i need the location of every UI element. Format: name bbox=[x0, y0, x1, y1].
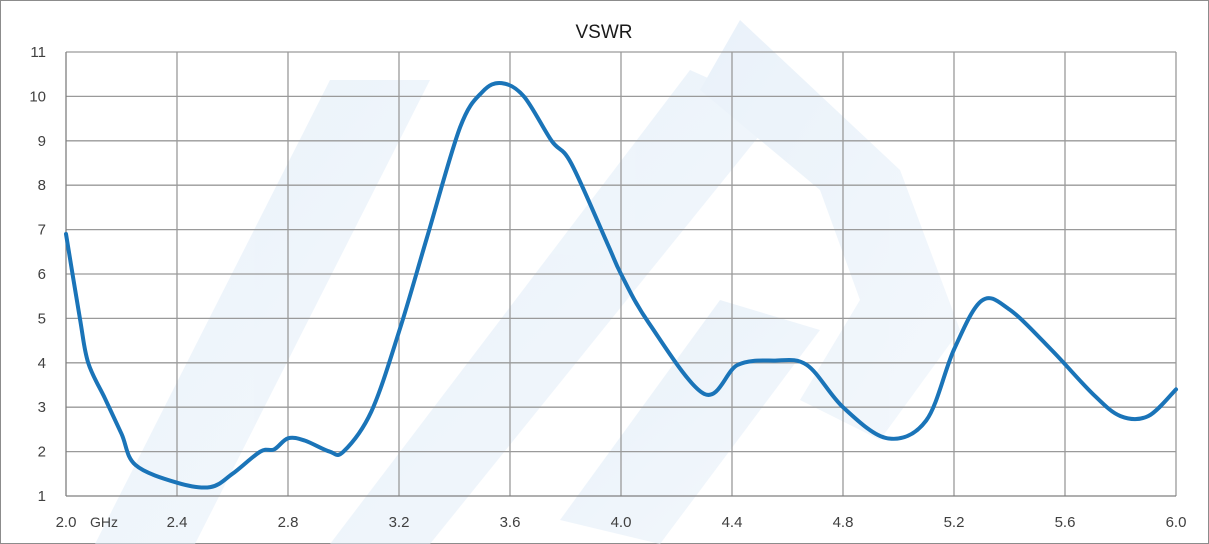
series-line-vswr bbox=[64, 80, 1178, 490]
x-tick-label: 5.2 bbox=[944, 514, 965, 531]
y-tick-label: 8 bbox=[38, 177, 46, 194]
series-group bbox=[64, 80, 1178, 490]
chart-title: VSWR bbox=[576, 22, 633, 43]
x-tick-label: 4.0 bbox=[611, 514, 632, 531]
x-tick-label: 2.4 bbox=[167, 514, 188, 531]
y-tick-label: 5 bbox=[38, 310, 46, 327]
x-tick-label: 6.0 bbox=[1166, 514, 1187, 531]
axes bbox=[65, 52, 1176, 497]
y-tick-label: 1 bbox=[38, 488, 46, 505]
x-tick-label: 2.8 bbox=[278, 514, 299, 531]
y-tick-label: 4 bbox=[38, 355, 46, 372]
y-tick-label: 10 bbox=[29, 88, 46, 105]
tick-labels: 2.0 2.4 2.8 3.2 3.6 4.0 4.4 4.8 5.2 5.6 6.0 1 2 3 4 5 6 7… bbox=[29, 44, 1186, 531]
x-tick-label: 5.6 bbox=[1055, 514, 1076, 531]
y-tick-label: 11 bbox=[30, 44, 46, 61]
y-tick-label: 3 bbox=[38, 399, 46, 416]
x-unit-label: GHz bbox=[90, 514, 118, 530]
x-tick-label: 3.6 bbox=[500, 514, 521, 531]
y-tick-label: 2 bbox=[38, 444, 46, 461]
x-tick-label: 3.2 bbox=[389, 514, 410, 531]
y-tick-label: 7 bbox=[38, 222, 46, 239]
y-tick-label: 9 bbox=[38, 133, 46, 150]
y-tick-label: 6 bbox=[38, 266, 46, 283]
x-tick-label: 4.4 bbox=[722, 514, 743, 531]
x-tick-label: 2.0 bbox=[56, 514, 77, 531]
x-tick-label: 4.8 bbox=[833, 514, 854, 531]
